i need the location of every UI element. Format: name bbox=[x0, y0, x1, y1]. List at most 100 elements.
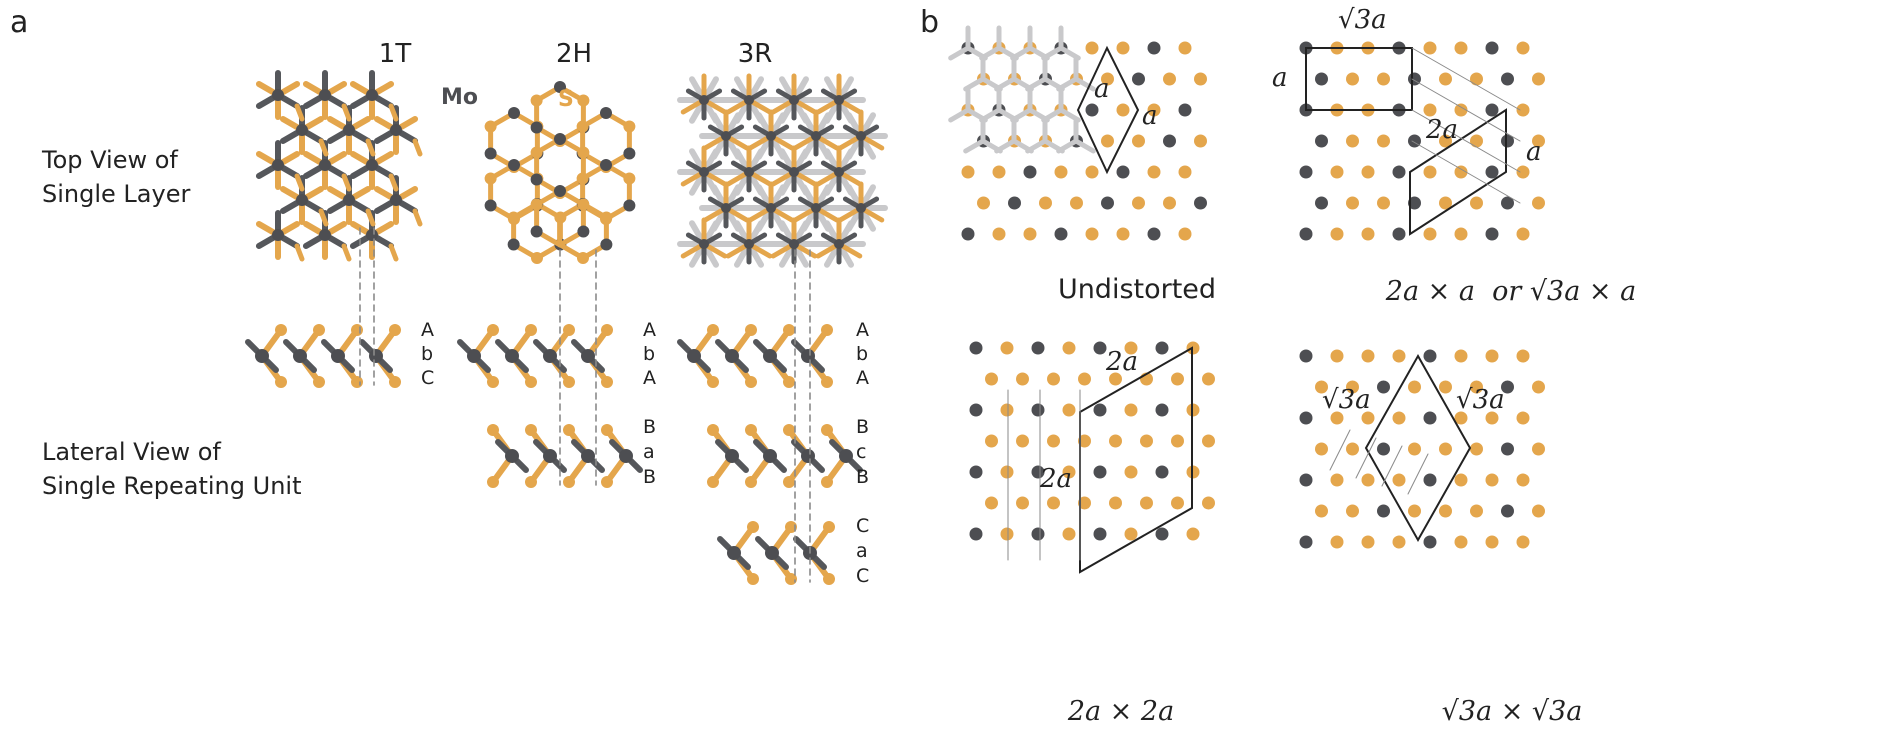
mo-atom bbox=[969, 527, 983, 541]
s-bond bbox=[341, 173, 352, 192]
faded-bond bbox=[979, 45, 1002, 61]
s-atom bbox=[484, 172, 497, 185]
s-atom bbox=[1085, 165, 1099, 179]
s-atom bbox=[1454, 473, 1468, 487]
mo-atom bbox=[530, 225, 543, 238]
mo-atom bbox=[331, 349, 345, 363]
mo-atom bbox=[811, 203, 821, 213]
s-atom bbox=[1000, 403, 1014, 417]
mo-atom bbox=[699, 239, 709, 249]
s-atom bbox=[783, 476, 795, 488]
s-atom bbox=[1516, 411, 1530, 425]
mo-atom bbox=[725, 349, 739, 363]
s-atom bbox=[1186, 527, 1200, 541]
mo-atom bbox=[1008, 196, 1021, 210]
mo-atom bbox=[623, 199, 636, 212]
s-atom bbox=[785, 573, 797, 585]
s-atom bbox=[1000, 341, 1014, 355]
mo-atom bbox=[1392, 227, 1406, 241]
s-atom bbox=[275, 376, 287, 388]
s-atom bbox=[1346, 504, 1359, 518]
mo-atom bbox=[1485, 41, 1499, 55]
s-atom bbox=[389, 376, 401, 388]
s-bond bbox=[365, 138, 376, 157]
s-atom bbox=[530, 146, 543, 159]
mo-atom bbox=[839, 449, 853, 463]
mo-atom bbox=[272, 159, 284, 171]
s-atom bbox=[1516, 349, 1530, 363]
faded-bond bbox=[1025, 76, 1048, 92]
s-atom bbox=[1408, 380, 1421, 394]
s-atom bbox=[707, 476, 719, 488]
s-atom bbox=[623, 172, 636, 185]
s-atom bbox=[563, 376, 575, 388]
mo-atom bbox=[961, 227, 975, 241]
mo-atom bbox=[505, 449, 519, 463]
s-atom bbox=[1516, 103, 1530, 117]
mo-atom bbox=[508, 159, 520, 171]
s-atom bbox=[563, 324, 575, 336]
mo-atom bbox=[554, 81, 566, 93]
stacking-3r-1-0: B bbox=[856, 416, 869, 438]
mo-atom bbox=[834, 95, 844, 105]
mo-atom bbox=[1031, 527, 1045, 541]
s-atom bbox=[1454, 535, 1468, 549]
caption-2a-by-2a: 2a × 2a bbox=[1067, 696, 1174, 727]
s-atom bbox=[1439, 196, 1452, 210]
s-atom bbox=[1000, 465, 1014, 479]
label-a-undistorted-1: a bbox=[1094, 74, 1110, 104]
s-atom bbox=[600, 211, 613, 224]
s-bond bbox=[412, 138, 423, 157]
s-atom bbox=[576, 172, 589, 185]
stacking-2h-1-0: B bbox=[643, 416, 656, 438]
s-atom bbox=[351, 376, 363, 388]
mo-atom bbox=[543, 449, 557, 463]
thin-bond bbox=[1411, 47, 1521, 111]
s-atom bbox=[601, 324, 613, 336]
mo-atom bbox=[366, 89, 378, 101]
s-bond bbox=[388, 103, 399, 122]
mo-atom bbox=[1501, 380, 1514, 394]
mo-atom bbox=[1423, 535, 1437, 549]
faded-bond bbox=[1058, 107, 1081, 123]
s-atom bbox=[487, 476, 499, 488]
mo-atom bbox=[1132, 72, 1145, 86]
faded-bond bbox=[1073, 76, 1096, 92]
stacking-3r-0-1: b bbox=[856, 343, 868, 365]
s-atom bbox=[1346, 72, 1359, 86]
s-atom bbox=[1109, 496, 1122, 510]
s-bond bbox=[341, 243, 352, 262]
s-atom bbox=[525, 424, 537, 436]
faded-bond bbox=[1056, 138, 1079, 154]
mo-atom bbox=[319, 159, 331, 171]
mo-atom bbox=[1101, 196, 1114, 210]
mo-atom bbox=[554, 133, 566, 145]
s-atom bbox=[785, 521, 797, 533]
s-bond bbox=[294, 103, 305, 122]
panel-label-a: a bbox=[10, 5, 28, 40]
s-atom bbox=[1078, 434, 1091, 448]
mo-atom bbox=[1501, 134, 1514, 148]
s-atom bbox=[1023, 227, 1037, 241]
s-atom bbox=[577, 252, 589, 264]
3r-top-view-lattice bbox=[677, 73, 888, 268]
s-atom bbox=[1315, 504, 1328, 518]
s-atom bbox=[577, 146, 590, 159]
mo-atom bbox=[581, 449, 595, 463]
mo-atom bbox=[1054, 227, 1068, 241]
stacking-3r-2-2: C bbox=[856, 565, 869, 587]
s-atom bbox=[1423, 227, 1437, 241]
s-atom bbox=[1532, 380, 1545, 394]
s-atom bbox=[1439, 380, 1452, 394]
s-bond bbox=[318, 138, 329, 157]
mo-atom bbox=[623, 147, 636, 160]
s-atom bbox=[484, 120, 497, 133]
s-atom bbox=[1101, 134, 1114, 148]
s-atom bbox=[745, 476, 757, 488]
s-atom bbox=[1532, 442, 1545, 456]
s-atom bbox=[1439, 504, 1452, 518]
mo-atom bbox=[319, 89, 331, 101]
label-a-undistorted-2: a bbox=[1142, 101, 1158, 131]
s-atom bbox=[1423, 103, 1437, 117]
s-atom bbox=[1047, 372, 1060, 386]
